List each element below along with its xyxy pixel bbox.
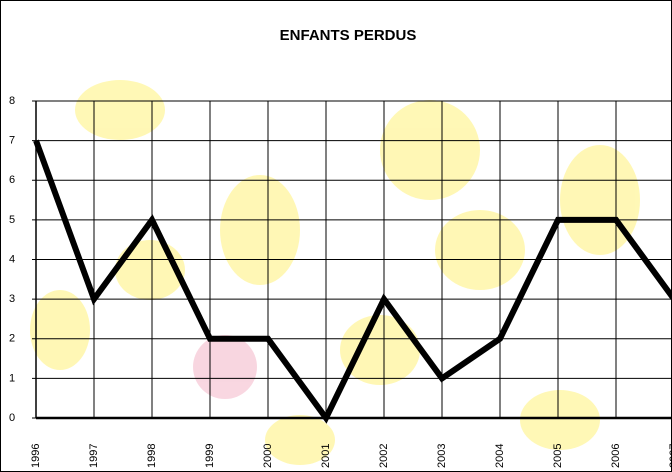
y-tick-label: 4 — [9, 253, 15, 265]
x-tick-label: 2007 — [668, 444, 672, 468]
x-tick-label: 1998 — [146, 444, 158, 468]
y-tick-label: 6 — [9, 174, 15, 186]
blob — [340, 315, 420, 385]
x-tick-label: 1996 — [30, 444, 42, 468]
blob — [193, 335, 257, 399]
y-tick-label: 3 — [9, 293, 15, 305]
y-tick-label: 7 — [9, 135, 15, 147]
x-tick-label: 2006 — [610, 444, 622, 468]
y-tick-label: 5 — [9, 214, 15, 226]
x-tick-label: 2004 — [494, 444, 506, 468]
x-tick-label: 2003 — [436, 444, 448, 468]
y-tick-label: 8 — [9, 95, 15, 107]
blob — [75, 80, 165, 140]
data-line — [33, 139, 672, 424]
x-tick-label: 1997 — [88, 444, 100, 468]
x-tick-label: 2000 — [262, 444, 274, 468]
blob — [265, 415, 335, 465]
y-tick-label: 1 — [9, 372, 15, 384]
background-decoration — [30, 80, 640, 465]
y-tick-label: 2 — [9, 333, 15, 345]
blob — [520, 390, 600, 450]
blob — [220, 175, 300, 285]
x-tick-label: 2005 — [552, 444, 564, 468]
blob — [380, 100, 480, 200]
x-tick-label: 1999 — [204, 444, 216, 468]
blob — [30, 290, 90, 370]
blob — [435, 210, 525, 290]
x-tick-label: 2002 — [378, 444, 390, 468]
chart-title: ENFANTS PERDUS — [280, 27, 417, 44]
y-tick-label: 0 — [9, 412, 15, 424]
x-tick-label: 2001 — [320, 444, 332, 468]
